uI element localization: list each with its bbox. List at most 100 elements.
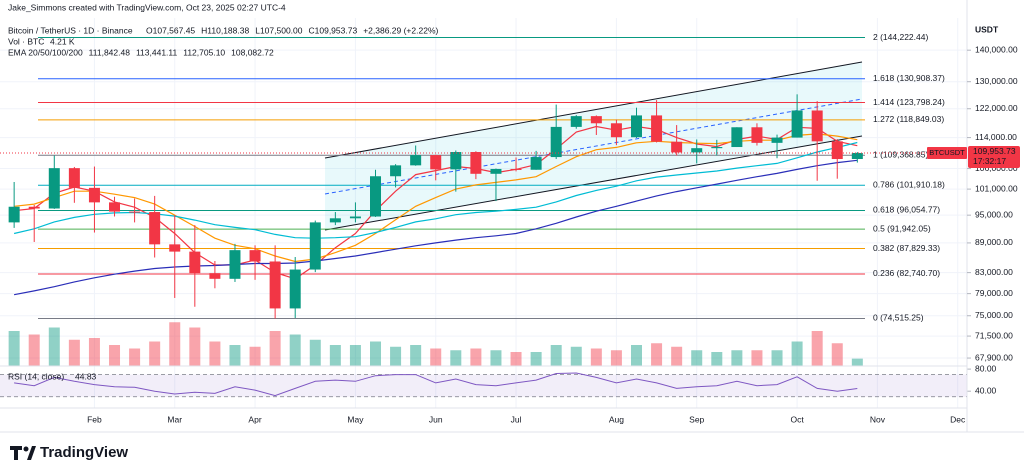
fib-label: 0.236 (82,740.70) — [873, 268, 940, 278]
fib-label: 1.618 (130,908.37) — [873, 73, 945, 83]
candle-body — [109, 202, 121, 212]
volume-bar — [430, 348, 442, 366]
volume-bar — [370, 341, 382, 366]
ema-value: 111,842.48 — [89, 47, 131, 57]
x-tick-label: Jul — [511, 414, 522, 424]
volume-bar — [851, 358, 863, 366]
volume-bar — [691, 350, 703, 366]
ohlc-value: +2,386.29 (+2.22%) — [363, 25, 438, 35]
volume-bar — [229, 345, 241, 366]
ema-value: 113,441.11 — [136, 47, 178, 57]
candle-body — [450, 152, 462, 170]
volume-bar — [510, 352, 522, 366]
ema-line — [13, 159, 858, 296]
volume-bar — [651, 343, 663, 366]
candles — [8, 94, 863, 319]
brand: TradingView — [40, 444, 128, 461]
candle-body — [791, 110, 803, 138]
candle-body — [390, 165, 402, 177]
fib-label: 2 (144,222.44) — [873, 32, 928, 42]
y-tick-label: 75,000.00 — [975, 310, 1013, 320]
candle-body — [530, 157, 542, 170]
volume-bar — [269, 331, 281, 366]
rsi-line — [14, 372, 858, 397]
x-tick-label: Oct — [790, 414, 804, 424]
volume-bar — [68, 339, 80, 366]
symbol-tag-text: BTCUSDT — [929, 148, 965, 157]
candle-body — [470, 152, 482, 174]
candle-body — [129, 211, 141, 213]
volume-bar — [189, 327, 201, 366]
volume-bar — [831, 343, 843, 366]
ohlc-value: C109,953.73 — [309, 25, 358, 35]
volume-bar — [610, 350, 622, 366]
candle-body — [831, 141, 843, 160]
volume-bar — [791, 341, 803, 366]
candle-body — [88, 187, 100, 203]
volume-bar — [169, 322, 181, 366]
candle-body — [209, 273, 221, 279]
axis-unit: USDT — [975, 24, 999, 34]
volume-bar — [88, 338, 100, 366]
volume-value: 4.21 K — [50, 36, 75, 46]
rsi-band-fill — [0, 374, 967, 397]
candle-body — [610, 123, 622, 138]
x-tick-label: Jun — [429, 414, 443, 424]
channel-lower — [324, 135, 863, 231]
ohlc-value: L107,500.00 — [255, 25, 303, 35]
candle-body — [811, 110, 823, 142]
volume-bar — [209, 341, 221, 366]
x-tick-label: Nov — [870, 414, 886, 424]
ema-value: 112,705.10 — [183, 47, 225, 57]
candle-body — [309, 222, 321, 270]
candle-body — [28, 206, 40, 209]
candle-body — [671, 141, 683, 153]
symbol-tag — [927, 146, 967, 159]
x-tick-label: May — [347, 414, 364, 424]
ema-label: EMA 20/50/100/200 — [8, 47, 83, 57]
y-tick-label: 130,000.00 — [975, 76, 1018, 86]
volume-bar — [811, 331, 823, 366]
fib-label: 0.618 (96,054.77) — [873, 205, 940, 215]
volume-bar — [249, 346, 261, 366]
candle-body — [490, 168, 502, 174]
y-tick-label: 114,000.00 — [975, 132, 1017, 142]
volume-bar — [309, 339, 321, 366]
volume-bar — [8, 331, 20, 366]
volume-bar — [450, 350, 462, 366]
candle-body — [8, 206, 20, 223]
volume-bar — [630, 345, 642, 366]
candle-body — [590, 116, 602, 124]
candle-body — [410, 155, 422, 166]
rsi-tick-label: 40.00 — [975, 385, 997, 395]
fib-label: 0.5 (91,942.05) — [873, 223, 931, 233]
candle-body — [651, 115, 663, 142]
countdown: 17:32:17 — [973, 156, 1006, 166]
volume-bar — [48, 327, 60, 366]
volume-bar — [28, 334, 40, 366]
x-tick-label: Dec — [950, 414, 966, 424]
rsi-tick-label: 80.00 — [975, 363, 997, 373]
volume-bar — [490, 350, 502, 366]
ohlc-value: O107,567.45 — [146, 25, 195, 35]
rsi-label: RSI (14, close) — [8, 371, 64, 381]
candle-body — [349, 216, 361, 219]
grid — [0, 18, 967, 408]
candle-body — [48, 168, 60, 209]
y-tick-label: 83,000.00 — [975, 267, 1013, 277]
volume-bar — [129, 348, 141, 366]
watermark: Jake_Simmons created with TradingView.co… — [8, 2, 286, 12]
candle-body — [550, 126, 562, 158]
channel-upper — [324, 61, 863, 159]
candle-body — [430, 155, 442, 170]
fib-label: 1.414 (123,798.24) — [873, 97, 945, 107]
candle-body — [68, 168, 80, 188]
volume-bar — [751, 350, 763, 366]
volume-bar — [470, 348, 482, 366]
rsi-value: 44.83 — [75, 371, 97, 381]
candle-body — [711, 147, 723, 149]
x-tick-label: Aug — [609, 414, 624, 424]
volume-bar — [289, 334, 301, 366]
y-tick-label: 67,900.00 — [975, 352, 1013, 362]
candle-body — [771, 137, 783, 143]
